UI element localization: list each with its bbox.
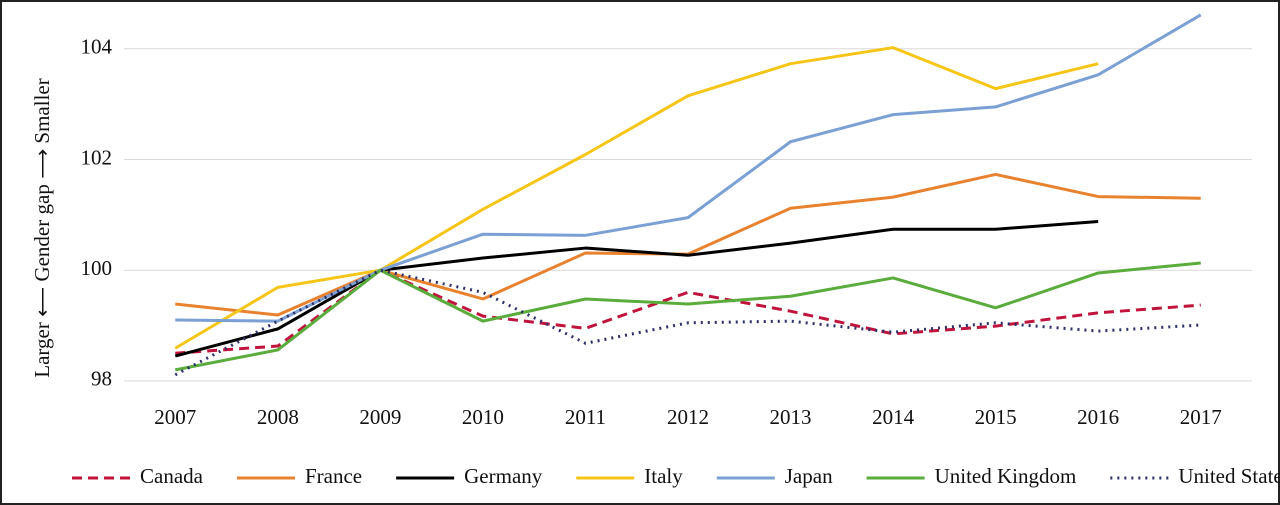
x-tick-label: 2010 (462, 405, 504, 429)
y-tick-label: 102 (81, 145, 113, 169)
legend-label: Italy (644, 464, 683, 488)
series-line (174, 219, 1099, 358)
x-tick-label: 2015 (975, 405, 1017, 429)
series-line (175, 13, 1202, 323)
series-line (175, 268, 1201, 355)
x-tick-label: 2016 (1077, 405, 1119, 429)
legend-label: France (305, 464, 362, 488)
x-tick-label: 2017 (1180, 405, 1222, 429)
x-tick-label: 2012 (667, 405, 709, 429)
x-tick-label: 2014 (872, 405, 915, 429)
x-tick-label: 2007 (154, 405, 196, 429)
legend-label: United Kingdom (935, 464, 1077, 488)
y-tick-label: 104 (81, 35, 113, 59)
legend-label: Japan (785, 464, 833, 488)
y-tick-label: 98 (91, 367, 112, 391)
series-line (174, 268, 1201, 377)
series-line (174, 46, 1099, 350)
y-tick-label: 100 (81, 256, 113, 280)
legend-label: Germany (464, 464, 543, 488)
legend-label: United States (1178, 464, 1280, 488)
x-tick-label: 2011 (565, 405, 606, 429)
x-tick-label: 2009 (359, 405, 401, 429)
series-line (174, 261, 1201, 372)
x-tick-label: 2008 (257, 405, 299, 429)
x-tick-label: 2013 (770, 405, 812, 429)
legend-label: Canada (140, 464, 204, 488)
y-axis-label: Larger ⟵ Gender gap ⟶ Smaller (30, 78, 54, 377)
